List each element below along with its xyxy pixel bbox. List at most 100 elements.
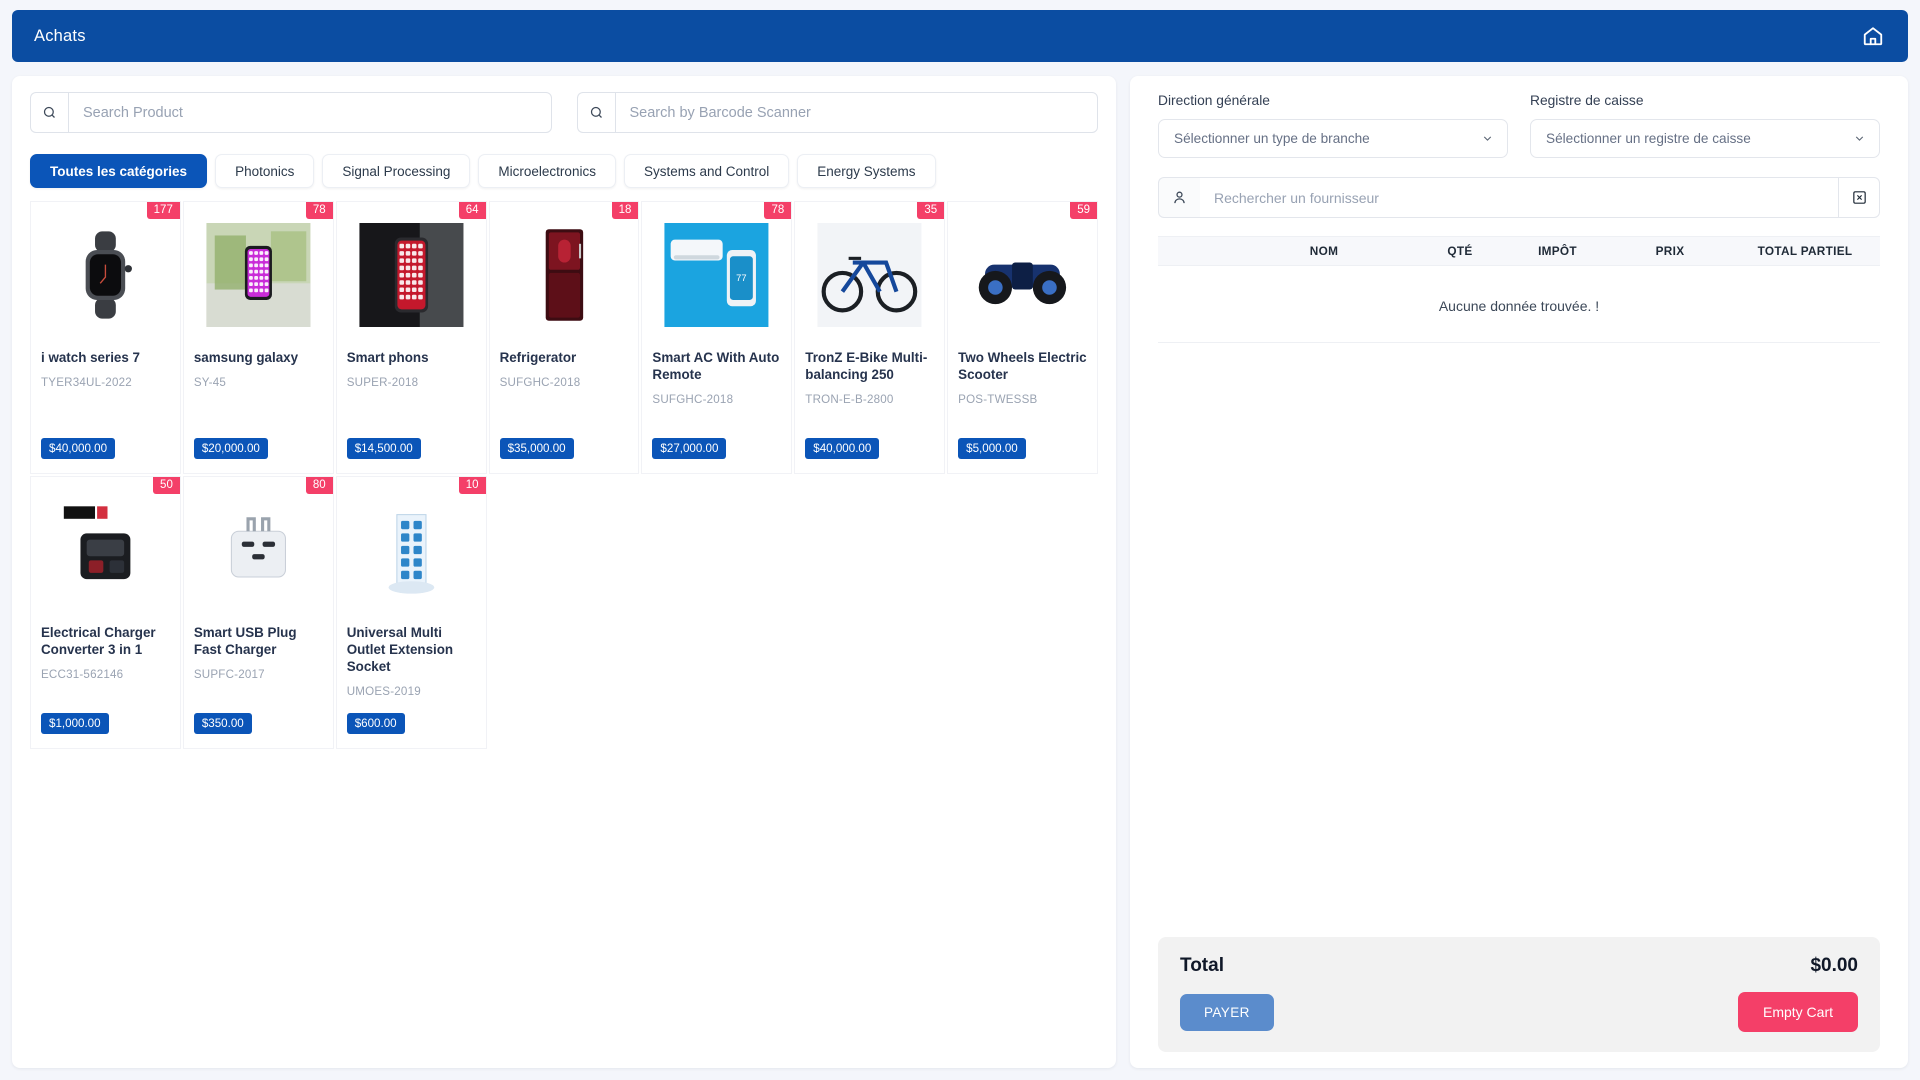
cart-column-header: TOTAL PARTIEL xyxy=(1757,244,1853,258)
category-tab[interactable]: Microelectronics xyxy=(478,154,616,188)
cart-panel: Direction générale Sélectionner un type … xyxy=(1130,76,1908,1068)
product-card[interactable]: 80 Smart USB Plug Fast Charger SUPFC-2017 $… xyxy=(182,476,334,749)
product-card[interactable]: 78 samsung galaxy SY-45 $20,000.00 xyxy=(182,201,334,474)
product-sku: TYER34UL-2022 xyxy=(41,376,132,390)
product-search xyxy=(30,92,552,133)
category-tab-label: Toutes les catégories xyxy=(50,163,188,179)
cart-column-header: QTÉ xyxy=(1447,244,1473,258)
stock-badge: 35 xyxy=(917,202,945,219)
empty-cart-button[interactable]: Empty Cart xyxy=(1737,992,1858,1032)
category-tab-label: Energy Systems xyxy=(817,163,916,179)
category-tab[interactable]: Signal Processing xyxy=(322,154,471,188)
cart-table: NOM QTÉ IMPÔT PRIX TOTAL PARTIEL Aucune donn… xyxy=(1158,236,1880,1052)
branch-label: Direction générale xyxy=(1158,93,1270,108)
total-value: $0.00 xyxy=(1810,955,1858,976)
chevron-down-icon xyxy=(1483,136,1492,141)
stock-badge: 78 xyxy=(764,202,792,219)
product-price: $27,000.00 xyxy=(652,438,727,459)
product-price: $600.00 xyxy=(346,713,405,734)
selectors-row: Direction générale Sélectionner un type … xyxy=(1158,93,1880,158)
product-image xyxy=(41,498,170,602)
category-tab-label: Microelectronics xyxy=(498,163,596,179)
product-name: Refrigerator xyxy=(499,350,577,365)
branch-select[interactable]: Sélectionner un type de branche xyxy=(1158,119,1508,158)
main-body: Toutes les catégories Photonics Signal Pro… xyxy=(12,76,1908,1068)
stock-badge: 59 xyxy=(1070,202,1097,219)
product-card[interactable]: 59 Two Wheels Electric Scooter POS-TWESSB $… xyxy=(947,201,1098,474)
home-icon[interactable] xyxy=(1860,23,1886,49)
stock-badge: 78 xyxy=(305,202,333,219)
product-image xyxy=(194,223,323,327)
user-icon xyxy=(1158,177,1200,218)
barcode-search xyxy=(576,92,1098,133)
branch-select-value: Sélectionner un type de branche xyxy=(1174,131,1370,146)
category-tab[interactable]: Toutes les catégories xyxy=(30,154,208,188)
product-sku: SUPER-2018 xyxy=(346,376,419,390)
register-select[interactable]: Sélectionner un registre de caisse xyxy=(1530,119,1880,158)
register-select-value: Sélectionner un registre de caisse xyxy=(1546,131,1751,146)
product-sku: UMOES-2019 xyxy=(346,685,421,699)
cart-column-header: NOM xyxy=(1309,244,1339,258)
product-card[interactable]: 177 i watch series 7 TYER34UL-2022 $40,000.… xyxy=(30,201,181,474)
product-name: Electrical Charger Converter 3 in 1 xyxy=(41,625,156,658)
product-image xyxy=(805,223,934,327)
product-price: $1,000.00 xyxy=(41,713,109,734)
category-tab-label: Systems and Control xyxy=(643,163,770,179)
supplier-search xyxy=(1158,177,1880,218)
product-price: $35,000.00 xyxy=(499,438,574,459)
supplier-input[interactable] xyxy=(1200,177,1838,218)
pay-button[interactable]: PAYER xyxy=(1180,993,1274,1031)
cart-actions: PAYER Empty Cart xyxy=(1180,992,1858,1032)
product-card[interactable]: 78 77 Smart AC With Auto Remote SUFGHC-2018… xyxy=(641,201,793,474)
product-price: $40,000.00 xyxy=(41,438,116,459)
search-icon[interactable] xyxy=(30,92,68,133)
product-price: $5,000.00 xyxy=(958,438,1026,459)
product-name: TronZ E-Bike Multi-balancing 250 xyxy=(805,350,928,383)
product-name: samsung galaxy xyxy=(193,350,299,365)
close-box-icon[interactable] xyxy=(1838,177,1880,218)
product-image xyxy=(347,498,476,602)
barcode-input[interactable] xyxy=(614,92,1098,133)
total-label: Total xyxy=(1180,955,1224,976)
cart-table-header: NOM QTÉ IMPÔT PRIX TOTAL PARTIEL xyxy=(1158,236,1880,266)
product-name: Smart USB Plug Fast Charger xyxy=(193,625,297,658)
product-sku: POS-TWESSB xyxy=(958,393,1038,407)
product-image xyxy=(500,223,629,327)
cart-footer: Total $0.00 PAYER Empty Cart xyxy=(1158,937,1880,1052)
search-row xyxy=(30,92,1098,133)
product-image xyxy=(194,498,323,602)
product-sku: SUPFC-2017 xyxy=(193,668,265,682)
product-image: 77 xyxy=(652,223,781,327)
cart-column-header: IMPÔT xyxy=(1538,244,1577,258)
register-field: Registre de caisse Sélectionner un regis… xyxy=(1530,93,1880,158)
product-image xyxy=(958,223,1087,327)
product-image xyxy=(41,223,170,327)
register-label: Registre de caisse xyxy=(1530,93,1644,108)
product-price: $20,000.00 xyxy=(193,438,268,459)
product-sku: ECC31-562146 xyxy=(41,668,124,682)
product-sku: SUFGHC-2018 xyxy=(499,376,581,390)
product-card[interactable]: 64 Smart phons SUPER-2018 $14,500.00 xyxy=(335,201,487,474)
svg-text:77: 77 xyxy=(737,273,747,283)
category-tab[interactable]: Energy Systems xyxy=(797,154,936,188)
product-card[interactable]: 50 Electrical Charger Converter 3 in 1 ECC… xyxy=(30,476,181,749)
search-input[interactable] xyxy=(68,92,552,133)
branch-field: Direction générale Sélectionner un type … xyxy=(1158,93,1508,158)
search-icon[interactable] xyxy=(576,92,615,133)
product-price: $14,500.00 xyxy=(346,438,421,459)
category-tab[interactable]: Systems and Control xyxy=(623,154,790,188)
product-card[interactable]: 35 TronZ E-Bike Multi-balancing 250 TRON-E… xyxy=(794,201,946,474)
category-tab-label: Photonics xyxy=(235,163,295,179)
product-card[interactable]: 18 Refrigerator SUFGHC-2018 $35,000.00 xyxy=(488,201,640,474)
page-title: Achats xyxy=(34,26,86,45)
stock-badge: 50 xyxy=(153,477,180,494)
product-card[interactable]: 10 Universal Multi Outlet Extension Socke… xyxy=(335,476,487,749)
product-panel: Toutes les catégories Photonics Signal Pro… xyxy=(12,76,1116,1068)
total-row: Total $0.00 xyxy=(1180,955,1858,977)
product-price: $350.00 xyxy=(193,713,252,734)
category-tab-label: Signal Processing xyxy=(342,163,451,179)
product-price: $40,000.00 xyxy=(805,438,880,459)
category-tab[interactable]: Photonics xyxy=(215,154,315,188)
chevron-down-icon xyxy=(1855,136,1864,141)
